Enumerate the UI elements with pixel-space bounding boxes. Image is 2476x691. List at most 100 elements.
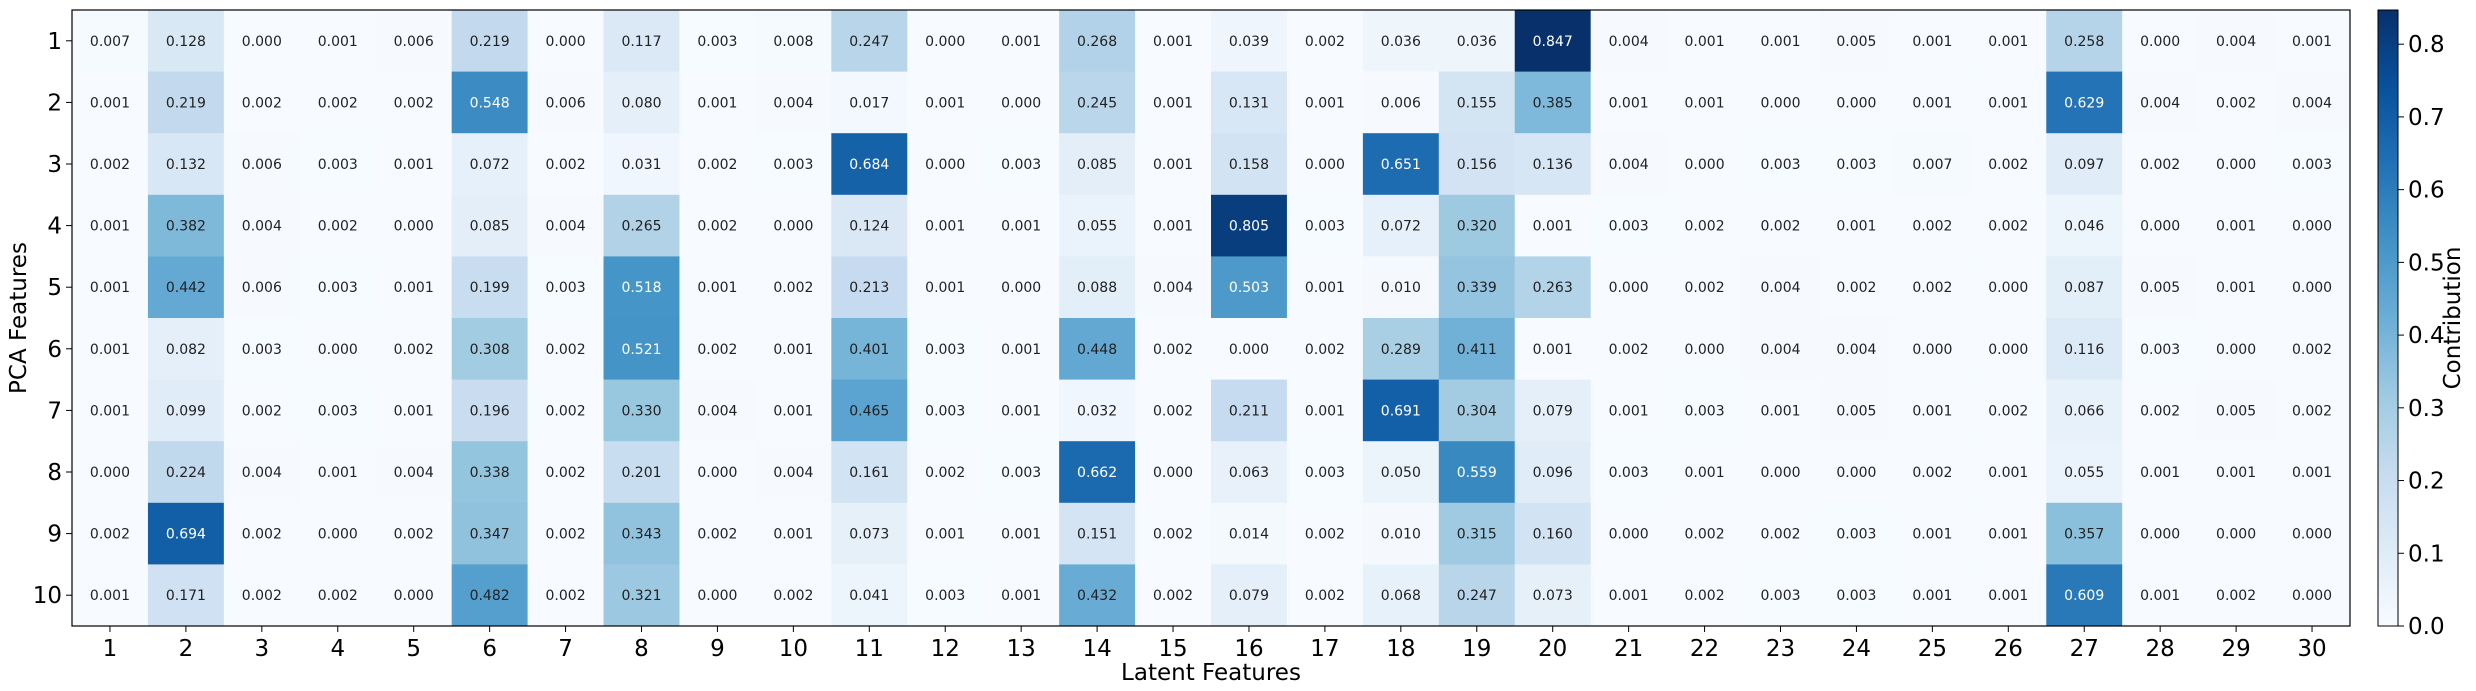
heatmap-cell [72, 256, 149, 319]
cell-value-label: 0.001 [1001, 219, 1041, 235]
cell-value-label: 0.411 [1457, 342, 1497, 358]
heatmap-cell [147, 133, 225, 196]
heatmap-cell [2122, 133, 2199, 196]
heatmap-cell [72, 71, 149, 134]
heatmap-cell [1590, 441, 1668, 504]
y-tick-label: 4 [47, 214, 62, 240]
heatmap-cell [451, 564, 529, 627]
cell-value-label: 0.116 [2064, 342, 2104, 358]
colorbar-tick-label: 0.0 [2408, 614, 2445, 640]
colorbar-tick-label: 0.6 [2408, 178, 2445, 204]
cell-value-label: 0.000 [2292, 527, 2332, 543]
heatmap-cell [679, 379, 756, 442]
cell-value-label: 0.308 [470, 342, 510, 358]
cell-value-label: 0.003 [925, 342, 965, 358]
heatmap-cell [2274, 133, 2351, 196]
cell-value-label: 0.000 [925, 34, 965, 50]
heatmap-cell [1818, 379, 1895, 442]
cell-value-label: 0.263 [1533, 280, 1573, 296]
heatmap-cell [223, 133, 301, 196]
cell-value-label: 0.117 [621, 34, 661, 50]
cell-value-label: 0.000 [1609, 280, 1649, 296]
heatmap-cell [1211, 318, 1288, 381]
cell-value-label: 0.002 [394, 342, 434, 358]
heatmap-cell [1590, 133, 1668, 196]
cell-value-label: 0.651 [1381, 157, 1421, 173]
heatmap-cell [907, 318, 984, 381]
heatmap-cell [1894, 379, 1971, 442]
cell-value-label: 0.002 [773, 280, 813, 296]
heatmap-cell [603, 71, 680, 134]
cell-value-label: 0.001 [697, 280, 737, 296]
cell-value-label: 0.002 [546, 527, 586, 543]
cell-value-label: 0.001 [925, 527, 965, 543]
heatmap-cell [2046, 256, 2123, 319]
heatmap-cell [1514, 441, 1592, 504]
cell-value-label: 0.171 [166, 588, 206, 604]
cell-value-label: 0.315 [1457, 527, 1497, 543]
heatmap-cell [1286, 564, 1364, 627]
x-tick-label: 11 [855, 636, 884, 662]
heatmap-cell [2046, 379, 2123, 442]
cell-value-label: 0.000 [242, 34, 282, 50]
cell-value-label: 0.002 [318, 588, 358, 604]
heatmap-cell [1894, 502, 1971, 565]
cell-value-label: 0.004 [2292, 95, 2332, 111]
heatmap-cell [1362, 71, 1440, 134]
heatmap-cell [1590, 256, 1668, 319]
heatmap-cell [1211, 10, 1288, 73]
cell-value-label: 0.004 [773, 95, 813, 111]
heatmap-cell [1135, 379, 1212, 442]
cell-value-label: 0.001 [697, 95, 737, 111]
cell-value-label: 0.073 [1533, 588, 1573, 604]
heatmap-cell [1894, 318, 1971, 381]
heatmap-cell [1894, 441, 1971, 504]
heatmap-cell [2122, 441, 2199, 504]
heatmap-cell [147, 194, 225, 257]
x-tick-label: 1 [103, 636, 118, 662]
cell-value-label: 0.001 [1001, 527, 1041, 543]
heatmap-cell [983, 194, 1060, 257]
cell-value-label: 0.330 [621, 403, 661, 419]
x-tick-label: 13 [1007, 636, 1036, 662]
heatmap-cell [1742, 318, 1819, 381]
cell-value-label: 0.001 [773, 527, 813, 543]
cell-value-label: 0.006 [242, 280, 282, 296]
heatmap-cell [2198, 10, 2275, 73]
heatmap-cell [1742, 564, 1819, 627]
x-tick-label: 26 [1994, 636, 2023, 662]
cell-value-label: 0.002 [242, 403, 282, 419]
cell-value-label: 0.432 [1077, 588, 1117, 604]
heatmap-cell [1818, 502, 1895, 565]
heatmap-cell [1135, 564, 1212, 627]
cell-value-label: 0.004 [1609, 157, 1649, 173]
heatmap-cell [831, 71, 908, 134]
y-tick-label: 10 [33, 583, 62, 609]
heatmap-cell [1818, 133, 1895, 196]
heatmap-cell [831, 502, 908, 565]
x-tick-label: 30 [2297, 636, 2326, 662]
heatmap-cell [2198, 564, 2275, 627]
x-tick-label: 14 [1082, 636, 1111, 662]
cell-value-label: 0.002 [1912, 219, 1952, 235]
cell-value-label: 0.320 [1457, 219, 1497, 235]
cell-value-label: 0.521 [621, 342, 661, 358]
cell-value-label: 0.068 [1381, 588, 1421, 604]
heatmap-cells: 0.007 0.128 0.000 0.001 0.006 0.219 0.000 0.117… [72, 10, 2351, 627]
heatmap-cell [527, 10, 605, 73]
cell-value-label: 0.003 [1609, 219, 1649, 235]
cell-value-label: 0.004 [2216, 34, 2256, 50]
x-tick-label: 10 [779, 636, 808, 662]
x-tick-label: 19 [1462, 636, 1491, 662]
heatmap-cell [1211, 71, 1288, 134]
heatmap-cell [72, 194, 149, 257]
heatmap-cell [451, 133, 529, 196]
heatmap-cell [2122, 71, 2199, 134]
heatmap-cell [1362, 256, 1440, 319]
colorbar-label: Contribution [2440, 247, 2466, 390]
cell-value-label: 0.347 [470, 527, 510, 543]
cell-value-label: 0.055 [1077, 219, 1117, 235]
heatmap-cell [603, 256, 680, 319]
x-tick-label: 15 [1158, 636, 1187, 662]
cell-value-label: 0.001 [318, 465, 358, 481]
